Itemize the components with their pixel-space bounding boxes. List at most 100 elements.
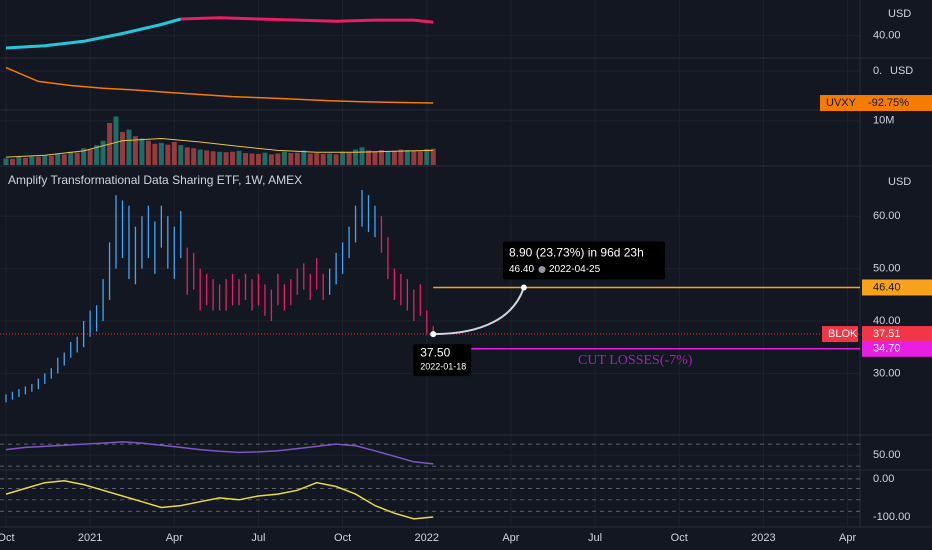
volume-bar xyxy=(391,150,397,165)
price-tag xyxy=(820,95,932,112)
y-tick-label: 0.00 xyxy=(873,473,894,485)
price-label: 46.40 xyxy=(873,281,901,293)
volume-bar xyxy=(230,151,236,165)
indicator-line xyxy=(5,441,434,465)
volume-bar xyxy=(217,151,223,165)
volume-bar xyxy=(158,142,164,165)
volume-bar xyxy=(275,153,281,165)
x-tick-label: Oct xyxy=(0,532,15,544)
volume-bar xyxy=(100,140,106,165)
y-tick-label: 0. xyxy=(873,65,882,77)
start-box xyxy=(413,344,472,377)
volume-bar xyxy=(353,149,359,165)
volume-bar xyxy=(191,148,197,165)
volume-bar xyxy=(87,149,93,165)
projection-target: 46.40 xyxy=(509,264,534,275)
volume-bar xyxy=(184,147,190,165)
currency-label: USD xyxy=(888,8,911,20)
volume-bar xyxy=(301,150,307,165)
volume-bar xyxy=(223,152,229,165)
clock-icon xyxy=(538,265,546,273)
volume-bar xyxy=(359,147,365,165)
volume-bar xyxy=(145,140,151,165)
symbol-label: UVXY xyxy=(826,97,857,109)
y-tick-label: 50.00 xyxy=(873,263,901,275)
indicator-line xyxy=(5,17,182,50)
price-tag xyxy=(862,340,932,357)
volume-bar xyxy=(94,145,100,165)
y-tick-label: -100.00 xyxy=(873,511,910,523)
start-point xyxy=(430,331,437,338)
start-label: 37.50 xyxy=(420,345,450,359)
volume-bar xyxy=(204,150,210,165)
target-point xyxy=(520,284,527,291)
y-tick-label: 40.00 xyxy=(873,315,901,327)
x-tick-label: 2022 xyxy=(415,532,439,544)
volume-bar xyxy=(120,131,125,165)
volume-bar xyxy=(16,157,22,165)
annotation: CUT LOSSES(-7%) xyxy=(578,353,693,368)
chart-title: Amplify Transformational Data Sharing ET… xyxy=(8,173,302,187)
x-tick-label: Apr xyxy=(839,532,856,544)
symbol-tag: BLOK xyxy=(828,328,858,340)
indicator-line xyxy=(180,16,434,24)
last-value-label: -92.75% xyxy=(868,97,909,109)
volume-bar xyxy=(197,149,203,165)
x-tick-label: Jul xyxy=(588,532,602,544)
volume-bar xyxy=(398,149,404,165)
volume-bar xyxy=(126,129,132,165)
volume-bar xyxy=(243,153,248,165)
price-label: 37.51 xyxy=(873,328,901,340)
y-tick-label: 40.00 xyxy=(873,30,901,42)
volume-bar xyxy=(139,138,145,165)
volume-bar xyxy=(430,148,436,165)
y-tick-label: 60.00 xyxy=(873,210,901,222)
volume-bar xyxy=(378,149,384,165)
start-date: 2022-01-18 xyxy=(420,361,466,371)
x-tick-label: Oct xyxy=(671,532,688,544)
volume-bar xyxy=(404,149,410,165)
volume-bar xyxy=(366,150,371,165)
volume-ma xyxy=(5,137,434,158)
volume-bar xyxy=(48,155,54,165)
y-tick-label: 10M xyxy=(873,115,894,127)
volume-bar xyxy=(424,149,430,165)
x-tick-label: Jul xyxy=(251,532,265,544)
volume-bar xyxy=(35,156,41,165)
projection-arrow xyxy=(433,287,525,336)
x-tick-label: 2021 xyxy=(78,532,102,544)
volume-bar xyxy=(340,151,346,165)
volume-bar xyxy=(165,144,171,165)
volume-bar xyxy=(281,151,287,165)
volume-bar xyxy=(178,145,184,165)
volume-bar xyxy=(74,152,80,165)
volume-bar xyxy=(268,154,274,165)
volume-bar xyxy=(307,153,313,165)
y-tick-label: 50.00 xyxy=(873,449,901,461)
x-tick-label: Apr xyxy=(166,532,183,544)
projection-change: 8.90 (23.73%) in 96d 23h xyxy=(509,246,644,260)
y-tick-label: 30.00 xyxy=(873,367,901,379)
volume-bar xyxy=(236,150,242,165)
volume-bar xyxy=(294,152,300,165)
volume-bar xyxy=(81,148,87,165)
projection-target-date: 2022-04-25 xyxy=(549,264,601,275)
volume-bar xyxy=(132,136,138,165)
currency-label: USD xyxy=(888,176,911,188)
volume-bar xyxy=(385,150,391,165)
volume-bar xyxy=(61,154,67,165)
volume-bar xyxy=(333,154,339,165)
volume-bar xyxy=(9,158,15,165)
volume-bar xyxy=(346,152,352,165)
volume-bar xyxy=(42,155,48,165)
volume-bar xyxy=(29,156,35,165)
price-tag xyxy=(862,279,932,296)
x-tick-label: 2023 xyxy=(751,532,775,544)
volume-bar xyxy=(55,153,61,165)
price-label: 34.70 xyxy=(873,343,901,355)
indicator-line xyxy=(5,480,434,520)
volume-bar xyxy=(288,153,294,165)
